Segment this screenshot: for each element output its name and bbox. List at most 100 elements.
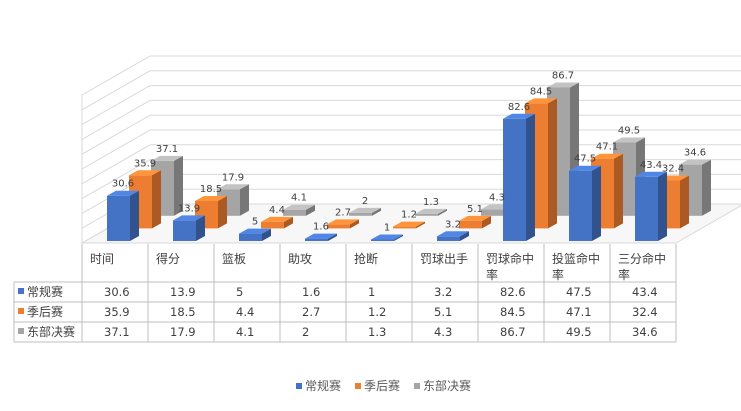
bar-side-face [614, 153, 623, 229]
bar-季后赛-罚球出手 [459, 215, 491, 229]
bar-常规赛-篮板 [239, 228, 271, 241]
bar-side-face [196, 215, 205, 241]
bar-季后赛-助攻 [327, 219, 359, 229]
bar-side-face [680, 175, 689, 229]
bar-top-face [415, 208, 447, 214]
bar-top-face [679, 159, 711, 165]
table-legend-key [18, 288, 24, 294]
data-label: 47.1 [596, 142, 618, 153]
table-header-label: 罚球命中 [486, 251, 534, 266]
table-header-label: 得分 [156, 251, 180, 266]
table-header-label: 罚球出手 [420, 252, 468, 266]
bar-top-face [371, 234, 403, 240]
bar-front-face [415, 213, 438, 216]
bar-top-face [525, 98, 557, 104]
bar-常规赛-抢断 [371, 234, 403, 241]
data-label: 35.9 [134, 158, 156, 169]
bar-side-face [174, 155, 183, 216]
table-cell-value: 2 [302, 325, 309, 339]
gridline-side [81, 85, 151, 126]
data-label: 49.5 [618, 126, 640, 137]
table-series-name: 季后赛 [27, 304, 63, 319]
bar-top-face [635, 171, 667, 177]
data-label: 4.4 [269, 205, 285, 216]
bar-front-face [459, 220, 482, 229]
table-cell-value: 43.4 [632, 285, 658, 299]
gridline-side [81, 129, 151, 170]
data-label: 86.7 [552, 70, 574, 81]
data-label: 37.1 [156, 144, 178, 155]
bar-top-face [547, 82, 579, 88]
bar-top-face [591, 153, 623, 159]
gridline-side [81, 99, 151, 140]
data-label: 32.4 [662, 163, 684, 174]
bar-front-face [173, 220, 196, 241]
table-cell-value: 47.1 [566, 305, 592, 319]
bar-front-face [437, 236, 460, 241]
bar-常规赛-得分 [173, 215, 205, 241]
table-cell-value: 49.5 [566, 325, 592, 339]
table-cell-value: 32.4 [632, 305, 658, 319]
gridline-side [81, 114, 151, 155]
data-label: 5 [252, 217, 258, 228]
bar-side-face [152, 170, 161, 229]
data-label: 13.9 [178, 203, 200, 214]
legend-label: 东部决赛 [423, 378, 471, 393]
bar-东部决赛-抢断 [415, 208, 447, 216]
table-header-label: 率 [486, 267, 498, 282]
bar-side-face [416, 221, 425, 229]
bar-side-face [526, 113, 535, 241]
data-label: 3.2 [445, 219, 461, 230]
gridline-side [81, 159, 151, 200]
bar-front-face [481, 209, 504, 216]
table-legend-key [18, 328, 24, 334]
data-labels: 37.1 17.9 4.1 2 1.3 4.3 86.7 49.5 34.6 35.9 18.5 4.… [112, 70, 706, 233]
bar-top-face [503, 113, 535, 119]
legend-key [355, 383, 361, 389]
gridline-side [81, 70, 151, 111]
bar-常规赛-罚球命中率 [503, 113, 535, 241]
bar-常规赛-投篮命中率 [569, 165, 601, 241]
data-label: 1.2 [401, 210, 417, 221]
data-label: 18.5 [200, 184, 222, 195]
bars [107, 82, 711, 241]
bar-side-face [262, 228, 271, 241]
bar-top-face [195, 196, 227, 202]
data-label: 4.1 [291, 193, 307, 204]
bar-side-face [306, 204, 315, 216]
bar-front-face [569, 170, 592, 241]
table-header-label: 率 [552, 267, 564, 282]
table-cell-value: 17.9 [170, 325, 196, 339]
bar-top-face [107, 190, 139, 196]
table-header-label: 助攻 [288, 252, 312, 266]
table-cell-value: 34.6 [632, 325, 658, 339]
bar-top-face [613, 137, 645, 143]
bar-front-face [635, 176, 658, 241]
bar-side-face [658, 171, 667, 241]
table-legend-key [18, 308, 24, 314]
bar-side-face [218, 196, 227, 229]
table-cell-value: 30.6 [104, 285, 130, 299]
bar-top-face [305, 233, 337, 239]
table-cell-value: 1.3 [368, 325, 386, 339]
bar-side-face [130, 190, 139, 241]
gridline-side [81, 55, 151, 96]
table-cell-value: 5.1 [434, 305, 452, 319]
data-label: 2.7 [335, 207, 351, 218]
table-cell-value: 82.6 [500, 285, 526, 299]
data-label: 4.3 [489, 192, 505, 203]
bar-front-face [349, 212, 372, 216]
data-label: 34.6 [684, 148, 706, 159]
bar-常规赛-助攻 [305, 233, 337, 241]
bar-top-face [129, 170, 161, 176]
bar-front-face [393, 226, 416, 229]
bar-side-face [284, 216, 293, 229]
table-header-label: 投篮命中 [552, 251, 600, 266]
table-cell-value: 1.6 [302, 285, 320, 299]
table-cell-value: 1 [368, 285, 375, 299]
table-cell-value: 86.7 [500, 325, 526, 339]
table-header-label: 篮板 [222, 251, 246, 266]
bar-side-face [372, 207, 381, 216]
data-label: 84.5 [530, 86, 552, 97]
